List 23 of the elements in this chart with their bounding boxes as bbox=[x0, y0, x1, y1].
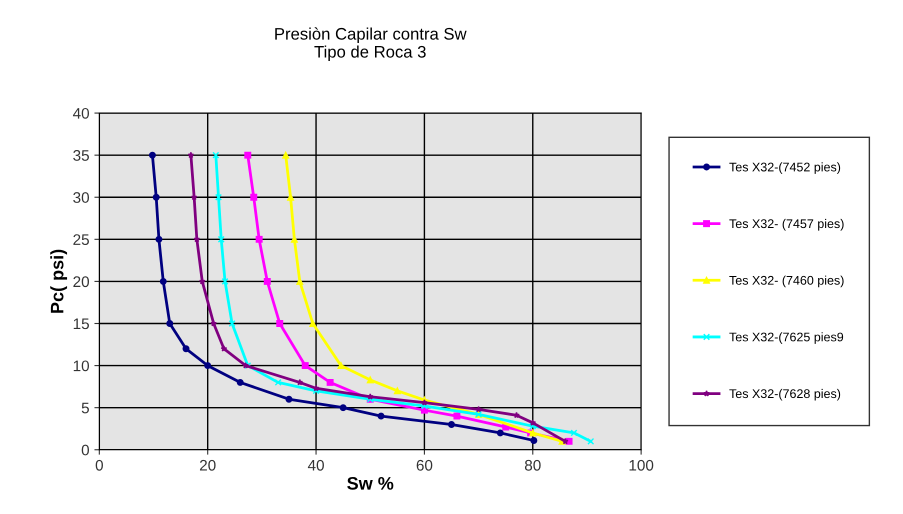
x-tick-label: 60 bbox=[416, 460, 432, 471]
x-axis-title: Sw % bbox=[347, 476, 394, 490]
y-tick-label: 5 bbox=[82, 402, 89, 414]
x-tick-label: 20 bbox=[200, 460, 216, 471]
y-tick-label: 15 bbox=[74, 318, 89, 330]
x-tick-label: 100 bbox=[630, 460, 654, 471]
x-tick-label: 40 bbox=[308, 460, 324, 471]
legend-label: Tes X32-(7625 pies9 bbox=[729, 332, 844, 344]
y-tick-label: 40 bbox=[72, 108, 90, 119]
x-tick-label: 0 bbox=[96, 460, 103, 471]
legend-label: Tes X32- (7457 pies) bbox=[729, 218, 844, 231]
x-tick-label: 80 bbox=[524, 460, 541, 471]
legend-label: Tes X32-(7452 pies) bbox=[729, 162, 840, 174]
y-tick-label: 30 bbox=[73, 192, 90, 203]
y-tick-label: 35 bbox=[73, 150, 89, 161]
y-tick-label: 0 bbox=[82, 444, 90, 456]
chart-title: Presiòn Capilar contra Sw Tipo de Roca 3 bbox=[275, 27, 467, 61]
legend-label: Tes X32-(7628 pies) bbox=[729, 388, 840, 401]
y-tick-label: 10 bbox=[74, 360, 90, 372]
legend-label: Tes X32- (7460 pies) bbox=[729, 276, 844, 288]
y-tick-label: 25 bbox=[73, 234, 89, 246]
y-axis-title: Pc( psi) bbox=[50, 250, 68, 313]
y-tick-label: 20 bbox=[73, 276, 90, 288]
